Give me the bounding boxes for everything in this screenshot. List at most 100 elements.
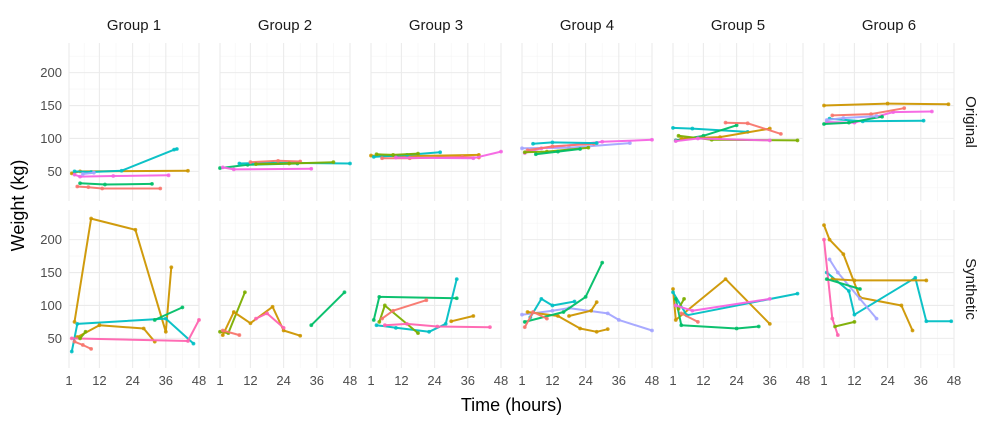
data-point bbox=[254, 162, 258, 167]
data-point bbox=[416, 151, 420, 156]
data-point bbox=[567, 314, 571, 318]
data-point bbox=[556, 314, 560, 318]
data-point bbox=[533, 152, 538, 157]
x-tick-label: 1 bbox=[65, 373, 72, 388]
series-line-synthetic-group-4-3 bbox=[529, 297, 576, 319]
data-point bbox=[795, 291, 800, 296]
data-point bbox=[342, 290, 347, 295]
data-point bbox=[594, 141, 599, 145]
x-tick-label: 48 bbox=[494, 373, 508, 388]
x-tick-label: 36 bbox=[159, 373, 173, 388]
series-line-synthetic-group-2-3 bbox=[310, 291, 346, 327]
y-tick-label: 50 bbox=[48, 164, 62, 179]
column-strip-label: Group 1 bbox=[107, 17, 161, 34]
data-point bbox=[734, 326, 739, 331]
x-tick-label: 36 bbox=[914, 373, 928, 388]
data-point bbox=[695, 320, 700, 324]
data-point bbox=[572, 299, 577, 304]
data-point bbox=[869, 112, 873, 116]
y-tick-label: 200 bbox=[40, 232, 62, 247]
data-point bbox=[166, 173, 171, 178]
x-tick-label: 1 bbox=[367, 373, 374, 388]
data-point bbox=[141, 326, 146, 331]
series-line-synthetic-group-5-2 bbox=[674, 297, 760, 330]
data-point bbox=[331, 160, 336, 165]
data-point bbox=[72, 339, 77, 344]
data-point bbox=[449, 319, 454, 324]
data-point bbox=[220, 165, 225, 170]
data-point bbox=[767, 138, 772, 143]
data-point bbox=[248, 160, 253, 165]
data-point bbox=[671, 126, 675, 130]
panel-grid-synthetic-group-5 bbox=[672, 210, 804, 368]
data-point bbox=[822, 223, 826, 228]
series-line-original-group-1-2 bbox=[76, 185, 162, 190]
data-point bbox=[174, 147, 179, 151]
data-point bbox=[309, 323, 314, 328]
data-point bbox=[72, 169, 77, 174]
data-point bbox=[191, 341, 196, 346]
data-point bbox=[734, 123, 739, 128]
data-point bbox=[539, 296, 544, 301]
data-point bbox=[150, 181, 154, 186]
data-point bbox=[287, 161, 292, 166]
column-strip-label: Group 3 bbox=[409, 17, 463, 34]
data-point bbox=[133, 227, 138, 232]
panel-grid-synthetic-group-3 bbox=[370, 210, 502, 368]
x-tick-label: 48 bbox=[947, 373, 961, 388]
data-point bbox=[72, 172, 77, 177]
x-tick-label: 12 bbox=[696, 373, 710, 388]
data-point bbox=[152, 318, 157, 322]
data-point bbox=[231, 310, 236, 314]
data-point bbox=[605, 327, 610, 332]
data-point bbox=[594, 329, 599, 334]
data-point bbox=[949, 319, 954, 324]
data-point bbox=[616, 318, 621, 322]
row-strip-label: Original bbox=[962, 96, 979, 148]
x-tick-label: 12 bbox=[243, 373, 257, 388]
y-tick-label: 100 bbox=[40, 131, 62, 146]
series-line-synthetic-group-6-6 bbox=[834, 320, 856, 328]
data-point bbox=[298, 333, 303, 338]
panel-grid-synthetic-group-2 bbox=[219, 210, 351, 368]
data-point bbox=[650, 137, 654, 142]
data-point bbox=[248, 321, 253, 326]
data-point bbox=[671, 290, 675, 295]
x-tick-label: 12 bbox=[545, 373, 559, 388]
y-tick-label: 200 bbox=[40, 65, 62, 80]
data-point bbox=[745, 121, 750, 126]
data-point bbox=[846, 289, 851, 293]
column-strip-label: Group 4 bbox=[560, 17, 614, 34]
x-tick-label: 1 bbox=[820, 373, 827, 388]
panel-grid-original-group-5 bbox=[672, 43, 804, 201]
column-strip-label: Group 2 bbox=[258, 17, 312, 34]
data-point bbox=[89, 347, 94, 351]
data-point bbox=[673, 303, 678, 308]
data-point bbox=[594, 300, 599, 305]
data-point bbox=[924, 319, 929, 324]
data-point bbox=[578, 147, 582, 151]
data-point bbox=[795, 138, 800, 143]
data-point bbox=[522, 325, 527, 330]
data-point bbox=[525, 310, 530, 314]
data-point bbox=[852, 278, 857, 283]
data-point bbox=[676, 133, 681, 138]
data-point bbox=[822, 237, 826, 242]
data-point bbox=[265, 311, 269, 316]
data-point bbox=[80, 172, 85, 176]
data-point bbox=[220, 333, 225, 337]
data-point bbox=[695, 136, 700, 141]
data-point bbox=[522, 320, 527, 324]
series-line-original-group-1-3 bbox=[79, 182, 153, 186]
data-point bbox=[111, 174, 116, 178]
data-point bbox=[103, 182, 107, 187]
x-tick-label: 12 bbox=[394, 373, 408, 388]
y-tick-label: 100 bbox=[40, 298, 62, 313]
data-point bbox=[158, 186, 163, 191]
x-tick-label: 48 bbox=[343, 373, 357, 388]
data-point bbox=[910, 328, 915, 333]
y-tick-label: 150 bbox=[40, 265, 62, 280]
series-line-synthetic-group-1-5 bbox=[153, 306, 184, 321]
data-point bbox=[679, 323, 684, 328]
data-point bbox=[380, 316, 384, 321]
